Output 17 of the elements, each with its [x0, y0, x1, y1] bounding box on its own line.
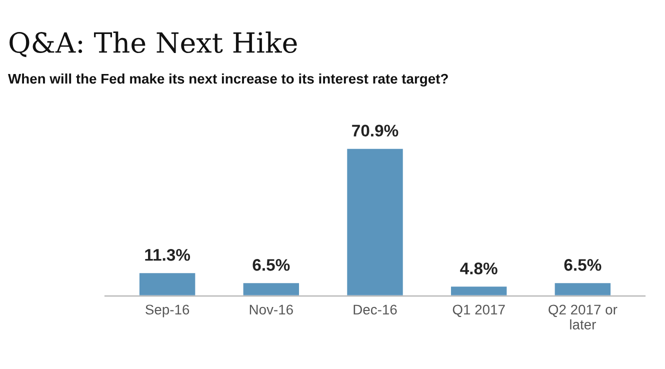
bar	[138, 272, 197, 296]
x-tick-label: Q2 2017 or later	[548, 304, 618, 330]
chart-title: Q&A: The Next Hike	[10, 32, 297, 58]
bar	[450, 285, 508, 296]
x-tick-label: Dec-16	[354, 304, 397, 315]
x-tick-label: Q1 2017	[452, 304, 505, 318]
bar	[553, 282, 612, 296]
data-label: 4.8%	[460, 262, 498, 274]
data-label: 6.5%	[252, 259, 290, 271]
bar	[346, 147, 404, 296]
data-label: 70.9%	[352, 124, 398, 137]
x-tick-label: Sep-16	[146, 304, 190, 318]
data-label: 11.3%	[145, 249, 190, 261]
bar	[242, 282, 300, 296]
data-label: 6.5%	[564, 259, 602, 271]
chart-subtitle: When will the Fed make its next increase to its interest rate target?	[8, 73, 448, 87]
x-tick-label: Nov-16	[250, 304, 293, 315]
